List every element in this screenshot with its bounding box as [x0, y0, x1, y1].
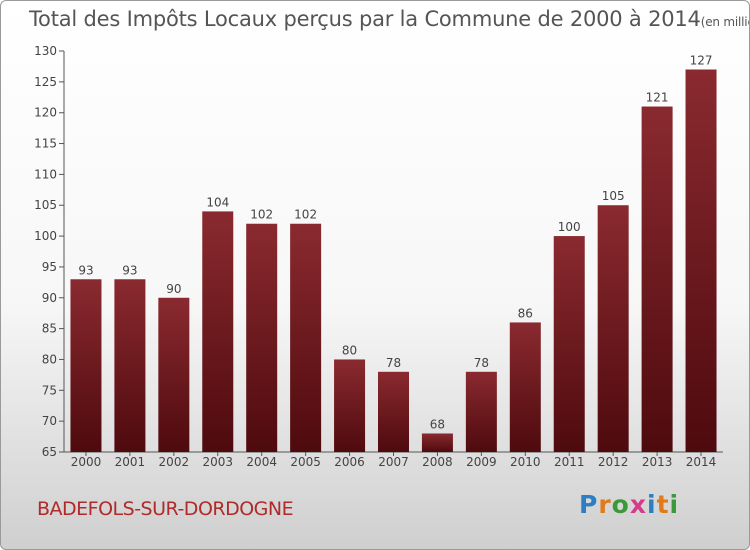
bar	[202, 211, 234, 452]
bar	[421, 433, 453, 452]
x-tick-label: 2000	[71, 455, 102, 469]
bar-value-label: 86	[518, 306, 533, 320]
x-tick-label: 2010	[510, 455, 541, 469]
bar-value-label: 102	[250, 208, 273, 222]
y-tick-label: 120	[34, 106, 57, 120]
proxiti-logo: Proxiti	[579, 490, 679, 519]
y-tick-label: 75	[42, 383, 57, 397]
y-tick-label: 65	[42, 445, 57, 459]
y-tick-label: 70	[42, 414, 57, 428]
y-tick-label: 100	[34, 229, 57, 243]
bar	[641, 106, 673, 453]
x-tick-label: 2011	[554, 455, 585, 469]
x-tick-label: 2006	[334, 455, 365, 469]
x-tick-label: 2013	[642, 455, 673, 469]
bar-value-label: 93	[78, 263, 93, 277]
x-tick-label: 2004	[246, 455, 277, 469]
bar-value-label: 127	[690, 54, 713, 68]
bar-value-label: 80	[342, 343, 357, 357]
y-tick-label: 85	[42, 322, 57, 336]
bar	[465, 371, 497, 452]
chart-title: Total des Impôts Locaux perçus par la Co…	[29, 7, 749, 31]
logo-letter: i	[669, 490, 680, 519]
bar-value-label: 121	[646, 91, 669, 105]
x-tick-label: 2002	[159, 455, 190, 469]
bar	[114, 279, 146, 452]
bar-value-label: 102	[294, 208, 317, 222]
logo-letter: x	[629, 490, 647, 519]
x-tick-label: 2005	[290, 455, 321, 469]
y-tick-label: 125	[34, 75, 57, 89]
y-tick-label: 90	[42, 291, 57, 305]
x-tick-label: 2001	[115, 455, 146, 469]
logo-letter: t	[656, 490, 670, 519]
bar-value-label: 90	[166, 282, 181, 296]
bar-value-label: 68	[430, 417, 445, 431]
logo-letter: o	[611, 490, 630, 519]
bar-value-label: 78	[386, 356, 401, 370]
x-tick-label: 2009	[466, 455, 497, 469]
bar-value-label: 93	[122, 263, 137, 277]
logo-letter: P	[579, 490, 599, 519]
bar	[70, 279, 102, 452]
y-tick-label: 110	[34, 167, 57, 181]
bar-value-label: 78	[474, 356, 489, 370]
bar	[246, 223, 278, 452]
x-tick-label: 2003	[202, 455, 233, 469]
x-tick-label: 2014	[686, 455, 717, 469]
x-tick-label: 2008	[422, 455, 453, 469]
title-text: Total des Impôts Locaux perçus par la Co…	[29, 7, 701, 31]
bar	[378, 371, 409, 452]
bar	[158, 297, 190, 452]
bar-value-label: 100	[558, 220, 581, 234]
bar-value-label: 105	[602, 189, 625, 203]
x-tick-label: 2007	[378, 455, 409, 469]
y-tick-label: 95	[42, 260, 57, 274]
bar	[290, 223, 322, 452]
y-tick-label: 105	[34, 198, 57, 212]
bar	[685, 69, 717, 452]
x-tick-label: 2012	[598, 455, 629, 469]
y-tick-label: 115	[34, 137, 57, 151]
bar	[334, 359, 366, 452]
bar	[509, 322, 541, 452]
logo-letter: r	[598, 490, 612, 519]
y-tick-label: 80	[42, 352, 57, 366]
bar	[553, 236, 585, 452]
y-tick-label: 130	[34, 44, 57, 58]
logo-letter: i	[647, 490, 657, 519]
commune-name: BADEFOLS-SUR-DORDOGNE	[37, 498, 294, 520]
bar	[597, 205, 629, 452]
bar-value-label: 104	[206, 195, 229, 209]
title-unit: (en milliers d'€)	[700, 15, 749, 29]
